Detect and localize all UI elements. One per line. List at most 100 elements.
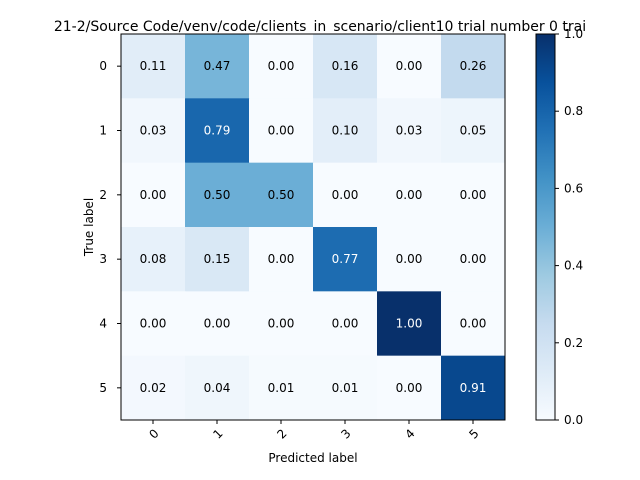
- cell-value-label: 0.00: [460, 317, 487, 331]
- cell-value-label: 0.16: [332, 59, 359, 73]
- colorbar-tick-label: 0.8: [564, 104, 583, 118]
- heatmap-cell: [121, 291, 186, 357]
- heatmap-cell: [121, 162, 186, 228]
- colorbar-tick-label: 0.2: [564, 336, 583, 350]
- y-tick-label: 1: [99, 124, 107, 138]
- cell-value-label: 0.00: [140, 188, 167, 202]
- cell-value-label: 0.91: [460, 381, 487, 395]
- x-tick-label: 3: [338, 426, 353, 441]
- heatmap-cell: [313, 34, 378, 99]
- heatmap-cell: [377, 227, 442, 292]
- plot-frame: [120, 33, 506, 421]
- cell-value-label: 0.00: [460, 252, 487, 266]
- heatmap-cell: [249, 34, 314, 99]
- heatmap-cell: [441, 98, 506, 164]
- cell-value-label: 0.10: [332, 124, 359, 138]
- cell-value-label: 0.00: [268, 59, 295, 73]
- cell-value-label: 0.08: [140, 252, 167, 266]
- cell-value-label: 0.01: [268, 381, 295, 395]
- cell-value-label: 0.05: [460, 124, 487, 138]
- heatmap-cell: [441, 355, 506, 421]
- cell-value-label: 0.00: [268, 252, 295, 266]
- x-tick-label: 1: [210, 426, 225, 441]
- y-axis-label: True label: [82, 198, 96, 257]
- cell-value-label: 0.77: [332, 252, 359, 266]
- colorbar-tick-label: 0.6: [564, 181, 583, 195]
- heatmap-cell: [121, 355, 186, 421]
- heatmap-cell-labels: 0.11 0.47 0.00 0.16 0.00 0.26 0.03 0.79 0.00 0.10…: [140, 59, 487, 395]
- x-axis-label: Predicted label: [268, 451, 357, 465]
- cell-value-label: 0.02: [140, 381, 167, 395]
- chart-title: 21-2/Source Code/venv/code/clients_in_sc…: [54, 19, 586, 35]
- cell-value-label: 0.00: [396, 59, 423, 73]
- y-tick-label: 3: [99, 252, 107, 266]
- heatmap-cell: [185, 227, 250, 292]
- heatmap-cell: [441, 291, 506, 357]
- cell-value-label: 0.79: [204, 124, 231, 138]
- heatmap-cell: [185, 98, 250, 164]
- heatmap-cell: [121, 34, 186, 99]
- heatmap-cell: [313, 291, 378, 357]
- cell-value-label: 1.00: [396, 317, 423, 331]
- heatmap-cell: [377, 34, 442, 99]
- cell-value-label: 0.15: [204, 252, 231, 266]
- heatmap-cell: [249, 227, 314, 292]
- heatmap-cell: [377, 162, 442, 228]
- cell-value-label: 0.47: [204, 59, 231, 73]
- heatmap-cell: [185, 34, 250, 99]
- heatmap-cell: [377, 291, 442, 357]
- heatmap-cell: [377, 98, 442, 164]
- cell-value-label: 0.11: [140, 59, 167, 73]
- y-tick-label: 5: [99, 381, 107, 395]
- colorbar: [535, 33, 556, 421]
- x-tick-label: 0: [146, 426, 161, 441]
- cell-value-label: 0.00: [268, 317, 295, 331]
- heatmap-cell: [441, 227, 506, 292]
- cell-value-label: 0.03: [140, 124, 167, 138]
- heatmap-cell: [121, 227, 186, 292]
- cell-value-label: 0.00: [332, 317, 359, 331]
- heatmap-cell: [249, 355, 314, 421]
- cell-value-label: 0.50: [204, 188, 231, 202]
- x-tick-label: 2: [274, 426, 289, 441]
- heatmap-cell: [249, 291, 314, 357]
- heatmap-cell: [249, 162, 314, 228]
- y-tick-label: 4: [99, 317, 107, 331]
- cell-value-label: 0.03: [396, 124, 423, 138]
- cell-value-label: 0.00: [140, 317, 167, 331]
- cell-value-label: 0.00: [396, 252, 423, 266]
- cell-value-label: 0.00: [396, 381, 423, 395]
- cell-value-label: 0.00: [396, 188, 423, 202]
- heatmap-cell: [185, 162, 250, 228]
- cell-value-label: 0.00: [204, 317, 231, 331]
- heatmap-cell: [121, 98, 186, 164]
- cell-value-label: 0.26: [460, 59, 487, 73]
- heatmap-cell: [313, 355, 378, 421]
- colorbar-ticks: 0.0 0.2 0.4 0.6 0.8 1.0: [555, 27, 583, 427]
- cell-value-label: 0.01: [332, 381, 359, 395]
- x-tick-label: 4: [402, 426, 417, 441]
- cell-value-label: 0.00: [460, 188, 487, 202]
- x-axis-ticks: 0 1 2 3 4 5: [146, 420, 482, 442]
- cell-value-label: 0.50: [268, 188, 295, 202]
- cell-value-label: 0.04: [204, 381, 231, 395]
- heatmap-cell: [441, 34, 506, 99]
- y-tick-label: 0: [99, 59, 107, 73]
- colorbar-tick-label: 0.0: [564, 413, 583, 427]
- heatmap-cell: [313, 98, 378, 164]
- heatmap-cell: [249, 98, 314, 164]
- heatmap-cell: [377, 355, 442, 421]
- heatmap-cell: [313, 162, 378, 228]
- cell-value-label: 0.00: [332, 188, 359, 202]
- x-tick-label: 5: [466, 426, 481, 441]
- heatmap-cell: [313, 227, 378, 292]
- cell-value-label: 0.00: [268, 124, 295, 138]
- heatmap-cells: [121, 34, 506, 421]
- colorbar-tick-label: 0.4: [564, 259, 583, 273]
- heatmap-cell: [441, 162, 506, 228]
- heatmap-cell: [185, 355, 250, 421]
- y-tick-label: 2: [99, 188, 107, 202]
- y-axis-ticks: 0 1 2 3 4 5: [99, 59, 121, 395]
- heatmap-cell: [185, 291, 250, 357]
